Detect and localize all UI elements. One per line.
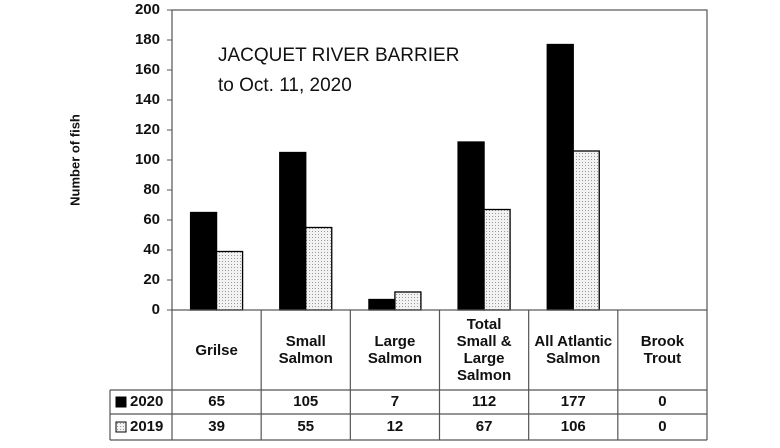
x-tick-label: All Atlantic Salmon (534, 333, 613, 367)
table-value: 7 (391, 393, 399, 410)
bar (368, 298, 396, 311)
table-value: 105 (293, 393, 318, 410)
x-tick-label: Large Salmon (367, 333, 422, 367)
y-tick-label: 40 (143, 241, 160, 258)
table-value: 177 (561, 393, 586, 410)
legend-swatch (115, 421, 127, 433)
y-tick-label: 60 (143, 211, 160, 228)
y-tick-label: 200 (135, 1, 160, 18)
table-value: 39 (208, 418, 225, 435)
y-tick-label: 120 (135, 121, 160, 138)
bar (483, 208, 511, 311)
y-tick-label: 100 (135, 151, 160, 168)
bar (457, 141, 485, 311)
table-value: 67 (476, 418, 493, 435)
table-value: 112 (472, 393, 496, 410)
x-tick-label: Grilse (195, 341, 238, 359)
legend-label: 2020 (130, 393, 163, 410)
x-tick-label: Brook Trout (640, 333, 685, 367)
table-value: 55 (297, 418, 314, 435)
table-value: 12 (387, 418, 404, 435)
legend-swatch (115, 396, 127, 408)
y-tick-label: 80 (143, 181, 160, 198)
y-tick-label: 160 (135, 61, 160, 78)
chart-subtitle: to Oct. 11, 2020 (218, 75, 352, 96)
table-value: 0 (658, 393, 666, 410)
bar (546, 43, 574, 311)
table-value: 65 (208, 393, 225, 410)
legend-label: 2019 (130, 418, 163, 435)
table-value: 0 (658, 418, 666, 435)
chart-title: JACQUET RIVER BARRIER (218, 45, 459, 66)
x-tick-label: Small Salmon (278, 333, 333, 367)
bar (394, 291, 422, 311)
bar (279, 151, 307, 311)
y-tick-label: 140 (135, 91, 160, 108)
y-tick-label: 180 (135, 31, 160, 48)
x-tick-label: Total Small & Large Salmon (456, 316, 512, 384)
bar (215, 250, 244, 311)
table-value: 106 (561, 418, 586, 435)
y-tick-label: 0 (152, 301, 160, 318)
bar (572, 150, 600, 311)
y-axis-title: Number of fish (67, 114, 82, 206)
y-tick-label: 20 (143, 271, 160, 288)
bar (305, 226, 333, 311)
bar (189, 211, 218, 311)
